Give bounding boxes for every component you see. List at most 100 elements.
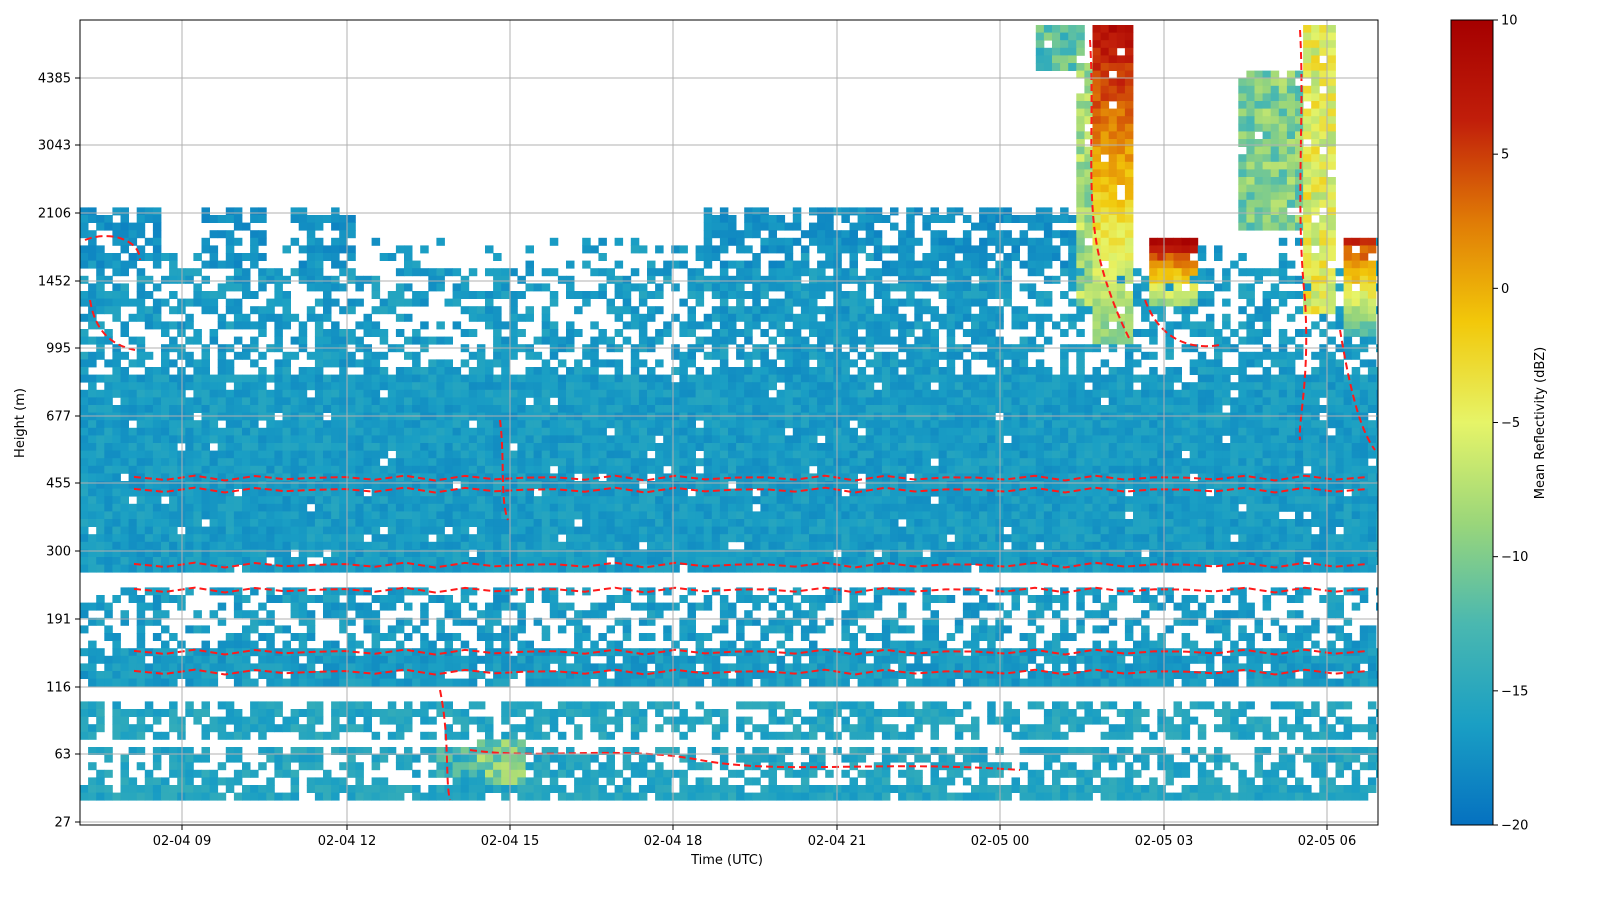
heatmap-cell bbox=[1286, 405, 1296, 413]
heatmap-cell bbox=[233, 283, 243, 292]
heatmap-cell bbox=[1311, 465, 1320, 474]
heatmap-cell bbox=[582, 465, 591, 474]
heatmap-cell bbox=[395, 465, 405, 474]
heatmap-cell bbox=[1108, 40, 1118, 49]
heatmap-cell bbox=[898, 382, 907, 391]
heatmap-cell bbox=[865, 298, 875, 307]
heatmap-cell bbox=[606, 268, 615, 277]
heatmap-cell bbox=[1108, 374, 1118, 383]
heatmap-cell bbox=[1351, 488, 1361, 497]
heatmap-cell bbox=[776, 298, 786, 307]
heatmap-cell bbox=[1343, 283, 1353, 292]
heatmap-cell bbox=[865, 397, 875, 406]
heatmap-cell bbox=[768, 321, 777, 330]
heatmap-cell bbox=[703, 450, 713, 459]
heatmap-cell bbox=[323, 245, 332, 254]
heatmap-cell bbox=[557, 336, 567, 345]
heatmap-cell bbox=[1035, 359, 1045, 368]
heatmap-cell bbox=[776, 443, 786, 451]
heatmap-cell bbox=[306, 351, 316, 360]
heatmap-cell bbox=[647, 458, 656, 467]
heatmap-cell bbox=[1270, 154, 1280, 163]
heatmap-cell bbox=[809, 230, 818, 239]
heatmap-cell bbox=[1246, 78, 1255, 87]
heatmap-cell bbox=[501, 488, 510, 497]
heatmap-cell bbox=[1262, 329, 1272, 337]
heatmap-cell bbox=[833, 237, 842, 246]
heatmap-cell bbox=[800, 253, 810, 261]
heatmap-cell bbox=[1035, 321, 1045, 330]
heatmap-cell bbox=[233, 496, 243, 505]
heatmap-cell bbox=[792, 473, 802, 482]
heatmap-cell bbox=[112, 481, 121, 489]
heatmap-cell bbox=[363, 465, 372, 474]
heatmap-cell bbox=[225, 298, 235, 307]
heatmap-cell bbox=[1246, 443, 1255, 451]
heatmap-cell bbox=[1092, 450, 1101, 459]
heatmap-cell bbox=[744, 397, 753, 406]
heatmap-cell bbox=[306, 230, 316, 239]
heatmap-cell bbox=[517, 397, 526, 406]
heatmap-cell bbox=[282, 351, 291, 360]
heatmap-cell bbox=[1270, 291, 1280, 299]
heatmap-cell bbox=[1246, 435, 1255, 444]
heatmap-cell bbox=[517, 450, 526, 459]
heatmap-cell bbox=[1351, 389, 1361, 398]
heatmap-cell bbox=[938, 405, 948, 413]
heatmap-cell bbox=[557, 397, 567, 406]
heatmap-cell bbox=[144, 458, 154, 467]
heatmap-cell bbox=[314, 420, 324, 429]
heatmap-cell bbox=[614, 291, 624, 299]
heatmap-cell bbox=[1116, 443, 1126, 451]
heatmap-cell bbox=[428, 420, 437, 429]
heatmap-cell bbox=[1173, 275, 1182, 284]
heatmap-cell bbox=[347, 382, 356, 391]
heatmap-cell bbox=[1100, 298, 1110, 307]
heatmap-cell bbox=[711, 389, 721, 398]
heatmap-cell bbox=[331, 207, 340, 216]
heatmap-cell bbox=[890, 427, 899, 436]
heatmap-cell bbox=[1327, 253, 1336, 261]
heatmap-cell bbox=[1270, 85, 1280, 94]
heatmap-cell bbox=[954, 237, 964, 246]
heatmap-cell bbox=[161, 389, 170, 398]
heatmap-cell bbox=[1359, 283, 1369, 292]
heatmap-cell bbox=[1197, 465, 1207, 474]
heatmap-cell bbox=[873, 283, 883, 292]
heatmap-cell bbox=[1319, 306, 1328, 315]
heatmap-cell bbox=[1124, 298, 1134, 307]
heatmap-cell bbox=[161, 427, 170, 436]
heatmap-cell bbox=[566, 374, 575, 383]
heatmap-cell bbox=[833, 465, 842, 474]
heatmap-cell bbox=[1108, 336, 1118, 345]
heatmap-cell bbox=[695, 298, 705, 307]
heatmap-cell bbox=[792, 481, 802, 489]
heatmap-cell bbox=[1262, 93, 1272, 102]
heatmap-cell bbox=[687, 465, 696, 474]
heatmap-cell bbox=[412, 420, 421, 429]
heatmap-cell bbox=[914, 283, 923, 292]
heatmap-cell bbox=[574, 367, 583, 375]
heatmap-cell bbox=[1335, 465, 1344, 474]
heatmap-cell bbox=[582, 245, 591, 254]
heatmap-cell bbox=[541, 382, 551, 391]
heatmap-cell bbox=[1116, 260, 1126, 269]
heatmap-cell bbox=[695, 245, 705, 254]
heatmap-cell bbox=[1295, 70, 1304, 79]
heatmap-cell bbox=[395, 389, 405, 398]
heatmap-cell bbox=[258, 215, 267, 223]
heatmap-cell bbox=[768, 465, 777, 474]
heatmap-cell bbox=[217, 359, 227, 368]
heatmap-cell bbox=[906, 435, 915, 444]
heatmap-cell bbox=[436, 450, 445, 459]
heatmap-cell bbox=[233, 443, 243, 451]
heatmap-cell bbox=[566, 275, 575, 284]
heatmap-cell bbox=[1319, 161, 1328, 170]
heatmap-cell bbox=[865, 306, 875, 315]
heatmap-cell bbox=[1052, 443, 1061, 451]
heatmap-cell bbox=[784, 268, 794, 277]
heatmap-cell bbox=[809, 450, 818, 459]
heatmap-cell bbox=[250, 374, 259, 383]
heatmap-cell bbox=[371, 351, 381, 360]
heatmap-cell bbox=[525, 374, 534, 383]
